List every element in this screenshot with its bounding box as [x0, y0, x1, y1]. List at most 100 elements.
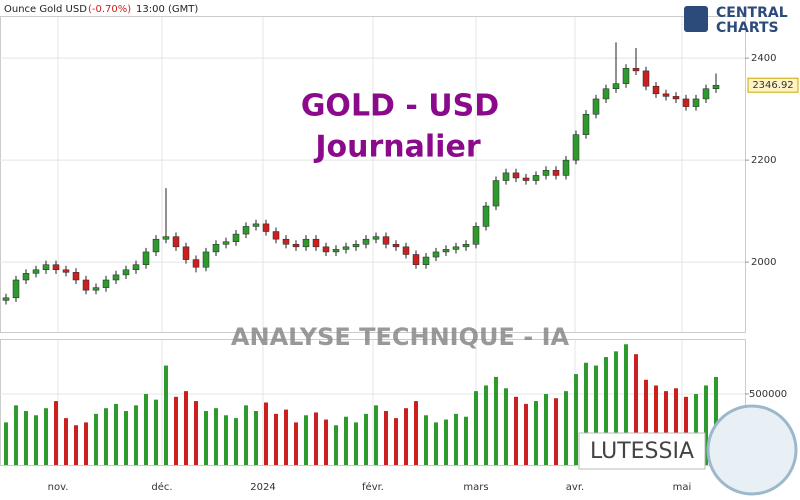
volume-bar [334, 425, 338, 465]
last-price-box [747, 77, 799, 93]
brand-line1: CENTRAL [716, 5, 788, 21]
candle-body [642, 70, 650, 87]
volume-bar [564, 391, 568, 465]
volume-bar [644, 379, 648, 465]
volume-bar [694, 393, 698, 465]
volume-bar [524, 403, 528, 465]
volume-bar [594, 365, 598, 465]
candle-body [32, 269, 40, 274]
candle-body [222, 241, 230, 245]
candle-body [682, 98, 690, 107]
volume-bar [14, 405, 18, 465]
volume-bar [114, 403, 118, 465]
volume-bar [554, 398, 558, 465]
candle-body [212, 244, 220, 253]
volume-bar [674, 388, 678, 465]
candle-body [242, 226, 250, 235]
volume-bar [344, 416, 348, 465]
volume-bar [64, 418, 68, 465]
candle-body [82, 279, 90, 291]
candle-body [432, 251, 440, 258]
candle-body [692, 98, 700, 107]
candle-body [152, 238, 160, 253]
candle-body [622, 68, 630, 84]
author: LUTESSIA [590, 439, 694, 464]
candle-body [42, 264, 50, 271]
author-avatar [706, 404, 798, 496]
candle-body [592, 98, 600, 115]
volume-bar [534, 401, 538, 465]
candle-body [252, 223, 260, 227]
candle-body [192, 259, 200, 268]
volume-bar [454, 413, 458, 465]
chart-subtitle: Journalier [313, 130, 480, 165]
candle-body [282, 238, 290, 245]
volume-bar [44, 408, 48, 465]
candle-body [702, 88, 710, 100]
chart-title: GOLD - USD [301, 89, 499, 124]
candle-body [402, 246, 410, 255]
volume-bar [264, 402, 268, 465]
candle-body [312, 238, 320, 248]
x-tick-label: nov. [48, 482, 69, 493]
x-tick-label: 2024 [250, 482, 275, 493]
volume-bar [324, 419, 328, 465]
volume-bar [604, 357, 608, 465]
volume-bar [144, 393, 148, 465]
volume-bar [134, 405, 138, 465]
volume-bar [164, 365, 168, 465]
brand-line2: CHARTS [716, 20, 779, 36]
candle-body [372, 236, 380, 240]
volume-bar [244, 405, 248, 465]
candle-body [482, 205, 490, 227]
candle-body [12, 279, 20, 299]
volume-bar [104, 408, 108, 465]
candle-body [302, 238, 310, 248]
volume-bar [684, 396, 688, 465]
candle-body [272, 231, 280, 240]
author-box [578, 432, 706, 470]
candle-body [72, 272, 80, 281]
volume-bar [494, 376, 498, 465]
volume-bar [204, 411, 208, 465]
volume-bar [364, 413, 368, 465]
x-tick-label: mars [463, 482, 488, 493]
volume-bar [194, 401, 198, 465]
candle-body [582, 113, 590, 135]
candle-body [162, 236, 170, 240]
volume-bar [4, 422, 8, 465]
volume-bar [714, 376, 718, 465]
candle-body [232, 233, 240, 242]
volume-bar [414, 401, 418, 465]
candle-body [412, 254, 420, 265]
volume-bar [654, 385, 658, 465]
candle-body [292, 244, 300, 248]
candle-body [332, 249, 340, 253]
candle-body [142, 251, 150, 265]
candle-body [392, 244, 400, 248]
candle-body [572, 134, 580, 161]
candle-body [602, 88, 610, 100]
volume-bar [24, 411, 28, 465]
volume-bar [284, 409, 288, 465]
volume-bar [424, 415, 428, 465]
volume-bar [94, 413, 98, 465]
volume-bar [154, 399, 158, 465]
candle-body [322, 246, 330, 253]
candle-body [352, 244, 360, 248]
brand-logo [684, 6, 708, 32]
volume-bar [444, 419, 448, 465]
volume-bar [84, 422, 88, 465]
candle-body [22, 273, 30, 281]
volume-bar [514, 396, 518, 465]
volume-bar [574, 374, 578, 465]
candle-body [452, 246, 460, 250]
volume-bar [274, 413, 278, 465]
candle-body [422, 256, 430, 265]
volume-bar [74, 425, 78, 465]
y-tick-label: 2400 [751, 53, 776, 64]
volume-bar [314, 412, 318, 465]
volume-bar [434, 422, 438, 465]
volume-bar [624, 344, 628, 465]
